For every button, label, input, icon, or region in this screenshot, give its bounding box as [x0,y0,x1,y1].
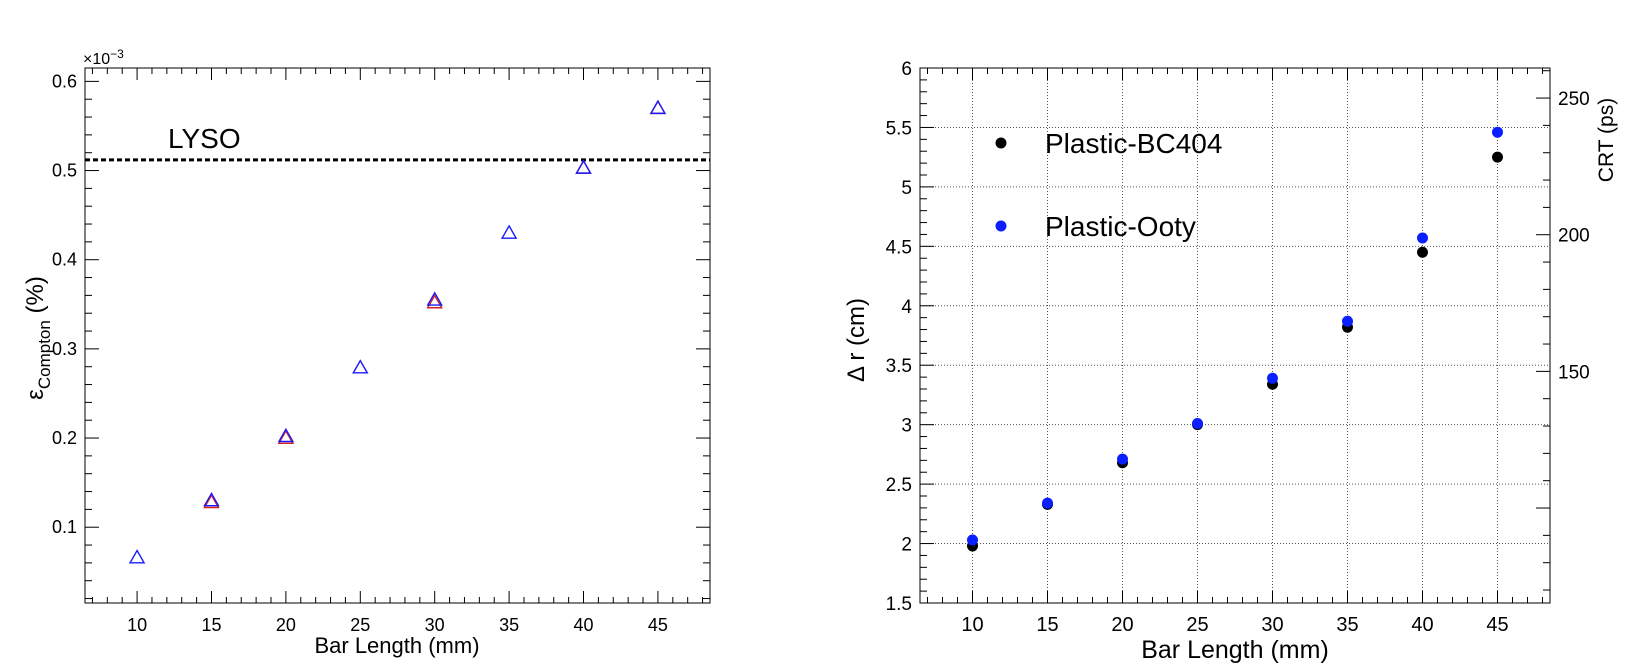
data-point-circle [1192,417,1203,429]
axis-exponent-label: ×10−3 [83,47,124,68]
x-tick-label: 45 [1486,614,1508,636]
data-point-triangle [128,549,146,564]
data-point-circle [1042,497,1053,509]
data-point-triangle [203,492,220,507]
legend-label: Plastic-BC404 [1045,128,1222,159]
y-right-tick-label: 250 [1558,89,1590,110]
x-tick-label: 40 [573,615,593,635]
data-point-triangle [500,224,518,239]
y-tick-label: 0.2 [52,428,77,448]
y-tick-label: 2.5 [886,475,912,496]
x-axis-title: Bar Length (mm) [1141,636,1329,664]
y-right-tick-label: 150 [1558,362,1590,383]
x-tick-label: 30 [1261,614,1283,636]
data-point-triangle [277,429,295,444]
x-tick-label: 35 [1336,614,1358,636]
data-point-circle [1492,151,1503,163]
exponent-power: −3 [110,47,124,61]
legend-marker [995,220,1007,232]
y-axis-title: εCompton (%) [22,276,54,400]
y-axis-title: Δ r (cm) [843,298,870,382]
data-point-circle [1492,126,1503,138]
data-point-triangle [426,291,443,306]
y-tick-label: 0.3 [52,339,77,359]
y-tick-label: 4 [901,297,912,318]
x-axis-title: Bar Length (mm) [314,633,479,658]
data-point-circle [967,534,978,546]
position-resolution-chart: 10 15 20 25 30 35 40 45 1.5 2 2.5 3 3.5 4 4.5 5 5.5 6 150 2… [843,59,1618,664]
y-tick-label: 0.6 [52,71,77,91]
x-tick-label: 15 [201,615,221,635]
compton-efficiency-chart: 10 15 20 25 30 35 40 45 0.1 0.2 0.3 0.4 0.5 0.6 ×10−3 L… [22,47,711,658]
legend-label: Plastic-Ooty [1045,211,1196,242]
legend-marker [995,137,1007,149]
data-point-triangle [352,359,369,374]
x-tick-label: 45 [648,615,668,635]
y-tick-label: 0.5 [52,161,77,181]
y-tick-label: 2 [901,535,912,556]
plot-frame [84,67,711,604]
y-tick-label: 3 [901,416,912,437]
data-point-triangle [203,493,220,509]
y-axis-title-symbol: ε [22,389,49,400]
exponent-base: ×10 [83,51,110,68]
x-tick-label: 35 [499,615,519,635]
x-tick-label: 25 [350,615,370,635]
x-tick-label: 40 [1411,614,1433,636]
data-point-triangle [277,427,295,443]
y-tick-label: 5.5 [886,118,912,139]
y-tick-label: 6 [901,59,912,80]
data-point-triangle [649,99,667,115]
y-axis-title-subscript: Compton [35,320,54,389]
data-point-circle [1267,372,1278,384]
lyso-label: LYSO [168,123,241,154]
y-tick-label: 0.4 [52,250,77,270]
data-point-circle [1342,315,1353,327]
plot-frame [919,67,1551,604]
x-tick-label: 25 [1186,614,1208,636]
x-tick-label: 30 [425,615,445,635]
data-point-circle [1417,246,1428,258]
y-axis-title-unit: (%) [22,276,49,320]
data-point-circle [1117,453,1128,465]
x-tick-label: 20 [1111,614,1133,636]
x-tick-label: 15 [1036,614,1058,636]
data-point-triangle [426,294,443,309]
x-tick-label: 10 [961,614,983,636]
x-tick-label: 10 [127,615,147,635]
y-tick-label: 3.5 [886,356,912,377]
data-point-circle [1417,232,1428,244]
data-point-triangle [649,99,667,115]
y-tick-label: 5 [901,178,912,199]
y-right-tick-label: 200 [1558,226,1590,247]
y-tick-label: 4.5 [886,237,912,258]
y-tick-label: 0.1 [52,517,77,537]
data-point-triangle [575,159,592,174]
x-tick-label: 20 [276,615,296,635]
data-point-triangle [575,159,592,174]
y-right-axis-title: CRT (ps) [1595,98,1618,182]
y-tick-label: 1.5 [886,594,912,615]
